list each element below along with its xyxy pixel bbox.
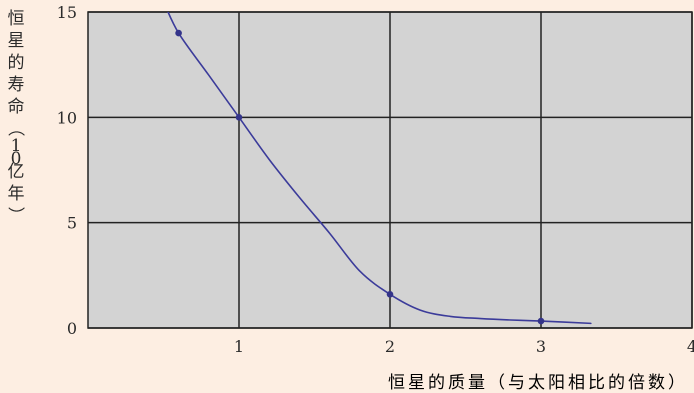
x-tick-label: 4 [687,337,694,356]
y-axis-tick-labels: 0 5 10 15 [57,3,77,338]
data-point [175,30,182,37]
y-tick-label: 5 [67,214,77,233]
y-axis-label-char: （ [5,120,25,137]
x-tick-label: 2 [385,337,395,356]
y-axis-label-char: 星 [8,31,25,51]
y-tick-label: 0 [67,319,77,338]
data-point [387,291,394,298]
y-axis-label-char: 寿 [8,75,25,95]
x-tick-label: 1 [234,337,244,356]
y-tick-label: 10 [57,108,77,127]
y-tick-label: 15 [57,3,77,22]
x-axis-label: 恒星的质量（与太阳相比的倍数） [388,373,688,393]
y-axis-label-char: 恒 [8,9,25,29]
y-axis-label-char: 的 [8,53,25,73]
y-axis-label-char: 亿 [8,162,25,182]
y-axis-label-char: 命 [8,97,25,117]
data-point [236,114,243,121]
x-axis-tick-labels: 1 2 3 4 [234,337,694,356]
x-tick-label: 3 [536,337,546,356]
y-axis-label-char: 年 [8,184,25,204]
y-axis-label-char: ） [5,207,25,224]
data-point [538,318,545,325]
